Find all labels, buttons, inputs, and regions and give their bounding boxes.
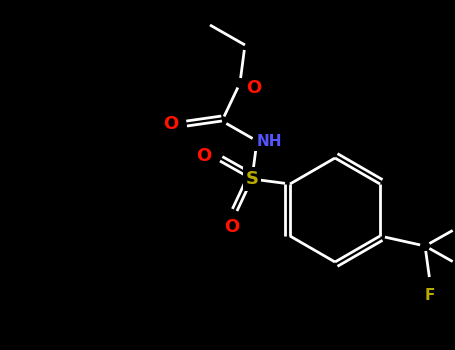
- Text: O: O: [197, 147, 212, 165]
- Text: NH: NH: [256, 133, 282, 148]
- Text: O: O: [224, 218, 240, 236]
- Text: S: S: [245, 170, 258, 188]
- Text: O: O: [163, 115, 179, 133]
- Text: O: O: [246, 79, 262, 97]
- Text: F: F: [425, 288, 435, 303]
